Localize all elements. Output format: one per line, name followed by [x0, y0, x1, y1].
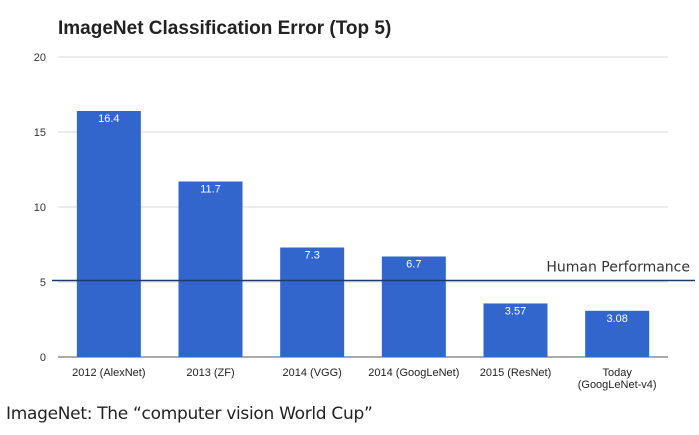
gridlines [58, 56, 668, 358]
slide-caption: ImageNet: The “computer vision World Cup… [6, 404, 373, 424]
y-tick-label: 20 [34, 52, 46, 64]
y-tick-label: 0 [40, 352, 46, 364]
x-category-label: 2014 (VGG) [283, 367, 342, 379]
chart-title: ImageNet Classification Error (Top 5) [58, 18, 392, 39]
bar [178, 181, 243, 357]
bar [585, 310, 650, 357]
bar-value-label: 16.4 [98, 113, 119, 125]
bars: 16.4 11.7 7.3 6.7 3.57 3.08 [76, 111, 650, 357]
caption-emphasis: ImageNet [6, 404, 87, 424]
bar-value-label: 6.7 [406, 259, 421, 271]
y-tick-label: 15 [34, 127, 46, 139]
x-category-label: 2015 (ResNet) [480, 367, 552, 379]
x-axis: 2012 (AlexNet) 2013 (ZF) 2014 (VGG) 2014 (G… [72, 367, 656, 391]
y-tick-label: 5 [40, 277, 46, 289]
bar [76, 111, 141, 357]
x-category-label: 2013 (ZF) [186, 367, 234, 379]
bar-value-label: 7.3 [305, 250, 320, 262]
bar-value-label: 3.08 [606, 313, 627, 325]
x-category-label: Today [602, 367, 632, 379]
x-category-label: 2012 (AlexNet) [72, 367, 145, 379]
bar-value-label: 3.57 [505, 305, 526, 317]
caption-text: : The “computer vision World Cup” [86, 404, 373, 424]
y-tick-label: 10 [34, 202, 46, 214]
bar-chart: 0 5 10 15 20 16.4 11.7 7.3 6.7 3.57 3.08 2012 (Al… [34, 52, 695, 391]
x-category-label: 2014 (GoogLeNet) [368, 367, 459, 379]
y-axis: 0 5 10 15 20 [34, 52, 46, 364]
bar [381, 256, 446, 357]
bar-value-label: 11.7 [200, 184, 221, 196]
bar [280, 247, 345, 357]
human-performance-reference: Human Performance [52, 260, 695, 282]
x-category-label: (GoogLeNet-v4) [578, 379, 657, 391]
bar [483, 303, 548, 357]
reference-line-label: Human Performance [546, 260, 690, 276]
